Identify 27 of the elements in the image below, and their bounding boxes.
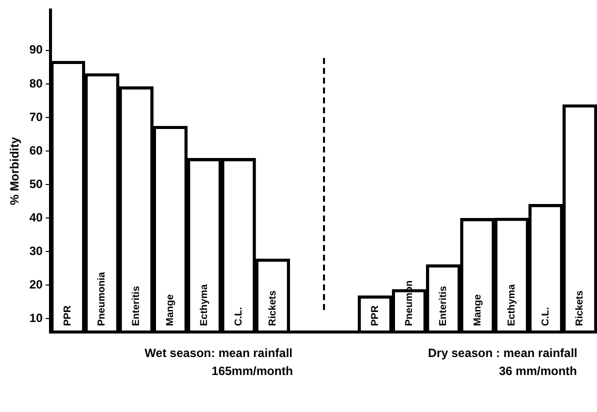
x-tick-label: Rickets xyxy=(267,290,278,326)
text: 36 mm/month xyxy=(499,364,578,378)
y-axis-title: % Morbidity xyxy=(8,136,22,206)
x-tick-label: Enteritis xyxy=(130,286,142,326)
y-tick-label: 80 xyxy=(29,76,44,90)
x-tick-label: PPR xyxy=(62,304,74,326)
y-tick-label: 90 xyxy=(29,42,44,57)
x-tick-label: Enteritis xyxy=(438,286,450,326)
x-tick-label: C.L. xyxy=(233,306,244,326)
y-tick-label: 30 xyxy=(29,244,44,258)
x-tick-label: Rickets xyxy=(574,290,586,326)
y-tick-label: 50 xyxy=(29,176,44,191)
y-tick-label: 40 xyxy=(29,210,44,224)
text: Dry season : mean rainfall xyxy=(428,346,578,360)
x-tick-label: Mange xyxy=(472,294,484,326)
x-tick-label: C.L. xyxy=(540,306,552,326)
y-tick-label: 20 xyxy=(29,277,44,292)
y-tick-label: 60 xyxy=(29,143,44,158)
text: Wet season: mean rainfall xyxy=(144,346,292,360)
x-tick-label: Ecthyma xyxy=(506,284,518,326)
y-tick-label: 10 xyxy=(29,310,44,325)
text: 165mm/month xyxy=(212,364,294,378)
x-tick-label: Ecthyma xyxy=(199,284,210,326)
x-tick-label: Pneumonia xyxy=(96,272,108,326)
x-tick-label: Mange xyxy=(164,294,176,326)
x-tick-label: PPR xyxy=(370,304,381,326)
y-tick-label: 70 xyxy=(29,110,44,124)
